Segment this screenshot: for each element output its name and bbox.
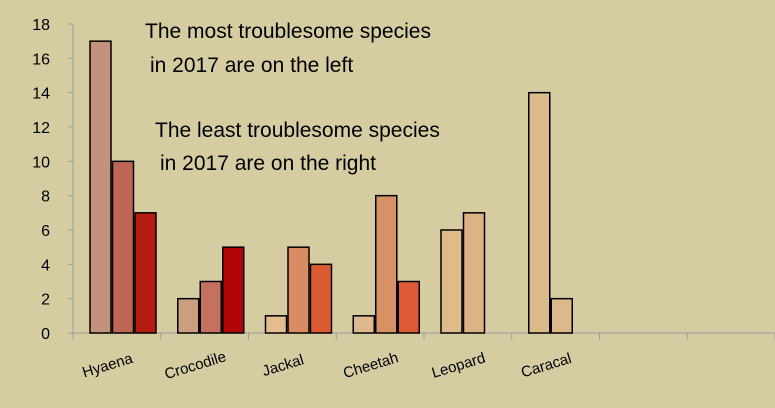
y-tick-label: 2 [41,292,50,309]
x-category-label: Leopard [430,350,488,382]
annotations: The most troublesome species in 2017 are… [145,20,440,175]
x-category-label: Jackal [260,351,306,380]
bar [352,315,375,334]
bar [222,246,245,334]
bar [89,40,112,334]
bar [287,246,310,334]
y-tick-label: 8 [41,189,50,206]
y-tick-label: 16 [32,51,50,68]
bar [309,263,333,334]
x-category-label: Caracal [519,350,573,381]
bar [550,297,573,334]
bar [111,160,135,334]
y-tick-label: 0 [41,326,50,343]
annotation-least-line-1: The least troublesome species [155,119,440,142]
y-axis: 0 2 4 6 8 10 12 14 16 18 [32,17,74,343]
y-tick-label: 18 [32,17,50,34]
bar [397,280,420,334]
y-tick-label: 4 [41,257,50,274]
x-category-label: Crocodile [163,348,229,383]
bar [199,280,222,334]
annotation-most-line-1: The most troublesome species [145,20,431,43]
x-axis: Hyaena Crocodile Jackal Cheetah Leopard Carac… [72,332,775,383]
y-tick-label: 10 [32,154,50,171]
bars [89,40,573,334]
annotation-most-line-2: in 2017 are on the left [150,54,353,77]
x-category-label: Cheetah [341,349,400,382]
annotation-least-line-2: in 2017 are on the right [160,152,376,175]
bar [134,212,157,334]
x-category-label: Hyaena [80,350,135,382]
y-tick-label: 6 [41,223,50,240]
bar [462,212,486,334]
bar [264,315,288,334]
bar [528,91,551,334]
y-tick-label: 14 [32,86,50,103]
bar [177,297,200,334]
bar [375,194,398,334]
y-tick-label: 12 [32,120,50,137]
bar [440,229,463,334]
